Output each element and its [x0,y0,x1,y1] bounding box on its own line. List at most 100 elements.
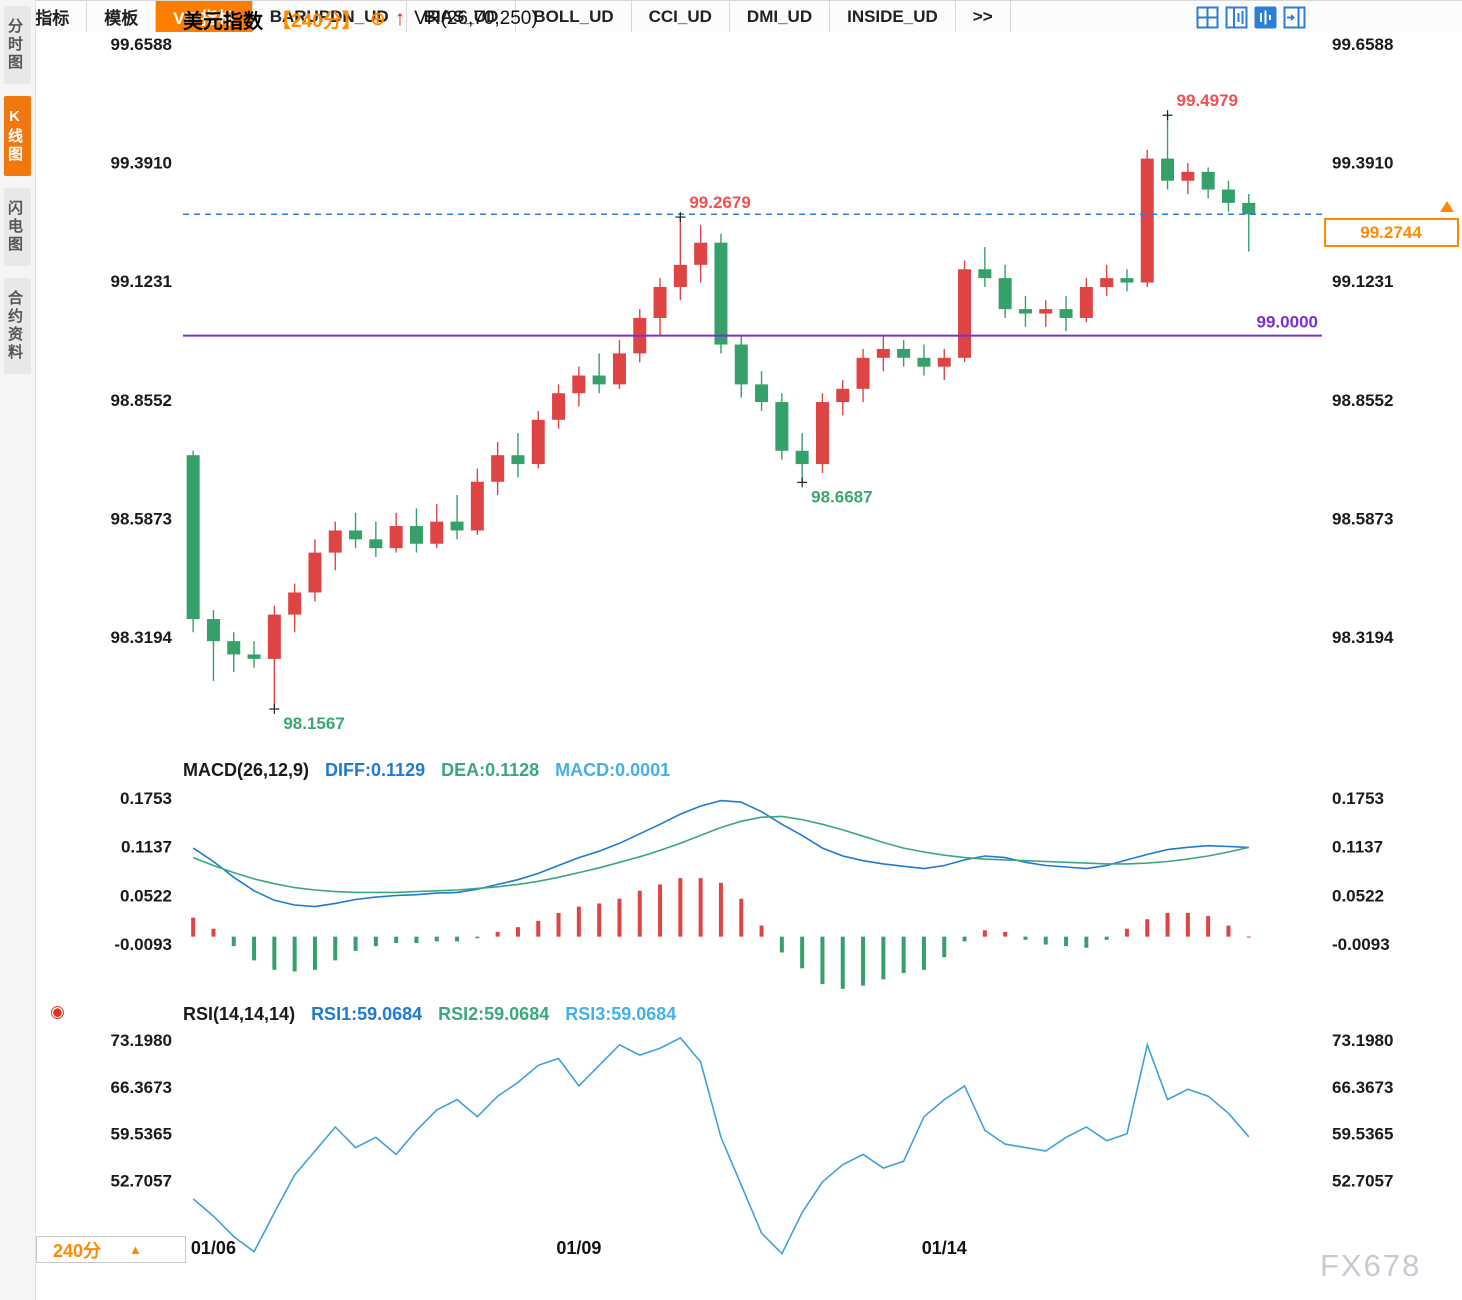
candle-body [267,614,281,659]
bottom-tab-10[interactable]: >> [956,1,1011,32]
rsi-chart[interactable]: 73.1980 73.1980 66.3673 66.3673 59.5365 59.53… [36,1000,1462,1262]
macd-histogram-bar [759,925,764,937]
candle-body [1059,309,1073,318]
candle-body [978,269,992,279]
rsi2-value: RSI2:59.0684 [438,1004,550,1024]
macd-chart[interactable]: 0.1753 0.1753 0.1137 0.1137 0.0522 0.0522 -0.0… [36,755,1462,1000]
rsi-line [192,1036,1250,1256]
bottom-tab-label: >> [972,6,993,26]
layout-toolbar [1196,6,1306,29]
rsi-axis-label: 59.5365 [111,1125,172,1144]
rsi-params-label: RSI(14,14,14) [183,1004,296,1024]
macd-histogram-bar [678,878,683,937]
watermark: FX678 [1320,1248,1422,1283]
macd-diff-value: DIFF:0.1129 [325,760,426,780]
date-axis-label: 01/06 [190,1238,236,1258]
price-axis-label: 98.5873 [1332,509,1393,528]
candle-body [430,521,444,544]
hot-indicator-icon[interactable]: ◉ [50,1002,65,1021]
vr-indicator-label: VR(26,70,250) [414,8,538,29]
sidebar-tab-2[interactable]: K线图 [4,96,31,176]
macd-histogram-bar [1023,936,1028,940]
candle-body [653,286,667,318]
bottom-tab-9[interactable]: INSIDE_UD [830,1,956,32]
bottom-tab-label: BOLL_UD [533,6,614,26]
candlestick-chart[interactable]: 99.6588 99.6588 99.3910 99.3910 99.1231 99.12… [36,0,1462,755]
macd-histogram-bar [475,936,480,939]
sidebar-tab-4[interactable]: 合约资料 [4,278,31,374]
symbol-title: 美元指数 [183,10,263,33]
add-indicator-icon[interactable]: ⊕ [369,8,386,30]
bottom-tab-5[interactable]: BIAS_UD [407,1,517,32]
date-axis-label: 01/09 [556,1238,602,1258]
candle-body [795,450,809,465]
period-selector[interactable]: 240分 ▲ [36,1236,186,1263]
candle-body [308,552,322,593]
macd-histogram-bar [1165,912,1170,937]
candle-body [998,278,1012,310]
price-annotation: 98.1567 [283,714,344,733]
macd-histogram-bar [617,898,622,937]
macd-histogram-bar [1226,925,1231,937]
macd-diff-line [192,799,1249,908]
bottom-tab-6[interactable]: BOLL_UD [516,1,632,32]
candle-body [1100,278,1114,287]
macd-histogram-bar [1043,936,1048,945]
macd-histogram-bar [1104,936,1109,940]
bottom-tab-4[interactable]: BARUPDN_UD [253,1,407,32]
bottom-tab-2[interactable]: 模板 [87,1,157,32]
bottom-tab-label: BIAS_UD [423,6,499,26]
macd-histogram-bar [658,884,663,937]
candle-body [349,530,363,540]
macd-histogram-bar [536,920,541,937]
candle-body [1242,202,1256,215]
macd-histogram-bar [637,890,642,937]
macd-histogram-bar [861,936,866,986]
candle-body [450,521,464,531]
rsi-axis-label: 59.5365 [1332,1125,1393,1144]
layout-chart-active-icon[interactable] [1254,6,1277,29]
macd-axis-label: 0.1753 [1332,789,1384,808]
candle-body [937,357,951,367]
candle-body [491,455,505,482]
layout-expand-icon[interactable] [1283,6,1306,29]
bottom-tab-8[interactable]: DMI_UD [730,1,831,32]
layout-quad-icon[interactable] [1196,6,1219,29]
macd-histogram-bar [718,882,723,937]
macd-histogram-bar [292,936,297,972]
price-annotation: 98.6687 [811,487,872,506]
macd-dea-value: DEA:0.1128 [441,760,540,780]
price-axis-label: 98.8552 [1332,391,1393,410]
bottom-tab-label: 模板 [104,9,139,28]
sidebar-tab-1[interactable]: 分时图 [4,6,31,84]
rsi-axis-label: 66.3673 [111,1078,172,1097]
candle-body [1039,309,1053,314]
bottom-tab-3[interactable]: VIP指标 [156,1,253,32]
macd-histogram-bar [1145,919,1150,937]
sidebar-tab-3[interactable]: 闪电图 [4,188,31,266]
rsi-header: RSI(14,14,14) RSI1:59.0684 RSI2:59.0684 … [183,1004,676,1025]
candle-body [389,526,403,549]
price-axis-label: 99.6588 [111,35,172,54]
bottom-tab-label: CCI_UD [648,6,712,26]
last-price-tag: 99.2744 [1324,201,1459,247]
left-sidebar: 分时图 K线图闪电图合约资料 [0,0,36,1300]
candle-body [775,402,789,451]
price-annotation: 99.2679 [689,193,750,212]
candle-body [1161,158,1175,181]
candle-body [552,393,566,420]
macd-axis-label: -0.0093 [114,935,172,954]
layout-columns-icon[interactable] [1225,6,1248,29]
macd-histogram-bar [272,936,277,970]
price-axis-label: 99.3910 [1332,154,1393,173]
candle-body [612,353,626,385]
macd-histogram-bar [1246,936,1251,938]
macd-histogram-bar [495,931,500,937]
macd-histogram-bar [1185,912,1190,937]
macd-axis-label: -0.0093 [1332,935,1390,954]
candle-body [531,419,545,465]
candle-body [856,357,870,389]
bottom-tab-7[interactable]: CCI_UD [632,1,730,32]
macd-histogram-bar [820,936,825,985]
